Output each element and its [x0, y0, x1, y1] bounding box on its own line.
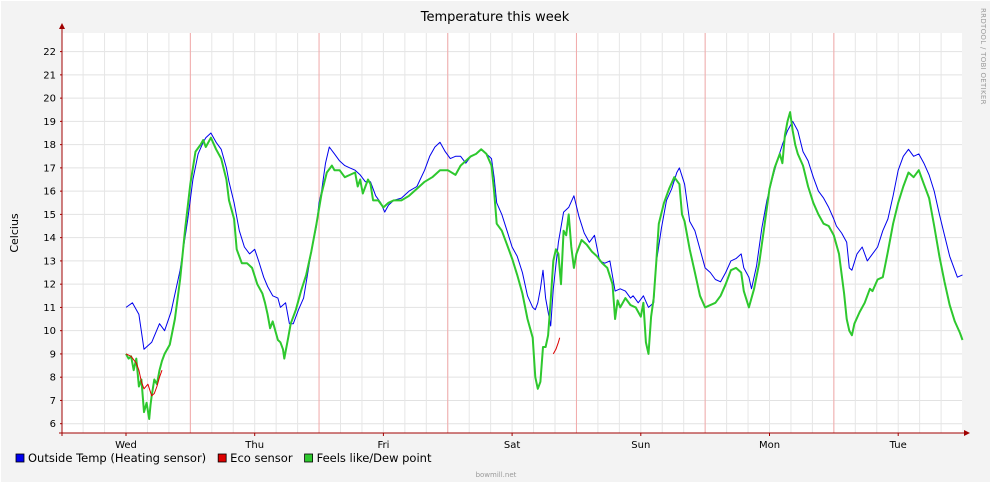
- x-axis-arrow: [964, 430, 970, 436]
- series-line-outside-temp: [125, 120, 963, 350]
- data-series: [125, 111, 964, 420]
- legend-label: Feels like/Dew point: [317, 451, 432, 465]
- x-tick-label: Thu: [244, 440, 264, 451]
- y-tick-label: 9: [50, 349, 56, 360]
- rrdtool-watermark: RRDTOOL / TOBI OETIKER: [979, 8, 987, 105]
- x-tick-label: Sun: [631, 440, 650, 451]
- y-tick-label: 13: [43, 256, 56, 267]
- x-tick-label: Mon: [759, 440, 780, 451]
- legend-swatch: [15, 453, 25, 463]
- y-tick-label: 10: [43, 326, 56, 337]
- y-tick-label: 12: [43, 280, 56, 291]
- y-tick-label: 11: [43, 303, 56, 314]
- y-axis-ticks: 6 7 8 9 10 11 12 13 14 15 16 17 18 19 20 21 22: [43, 47, 62, 430]
- y-tick-label: 15: [43, 210, 56, 221]
- x-tick-label: Sat: [504, 440, 520, 451]
- x-axis-ticks: Wed Thu Fri Sat Sun Mon Tue: [115, 433, 907, 451]
- y-tick-label: 8: [50, 373, 56, 384]
- y-tick-label: 7: [50, 396, 56, 407]
- y-tick-label: 20: [43, 94, 56, 105]
- footer-credit: bowmill.net: [476, 471, 517, 479]
- x-tick-label: Tue: [889, 440, 907, 451]
- grid: [62, 33, 962, 433]
- x-tick-label: Fri: [377, 440, 389, 451]
- y-tick-label: 18: [43, 140, 56, 151]
- legend-label: Outside Temp (Heating sensor): [28, 451, 206, 465]
- y-tick-label: 6: [50, 419, 56, 430]
- legend-label: Eco sensor: [230, 451, 293, 465]
- y-tick-label: 14: [43, 233, 56, 244]
- y-axis-label: Celcius: [8, 213, 21, 253]
- series-line-eco-sensor: [125, 353, 163, 397]
- y-axis-arrow: [59, 23, 65, 29]
- x-tick-label: Wed: [115, 440, 137, 451]
- y-tick-label: 21: [43, 70, 56, 81]
- axes: [59, 23, 970, 436]
- legend-swatch: [217, 453, 227, 463]
- series-line-feels-like: [125, 111, 964, 420]
- chart-title: Temperature this week: [420, 10, 570, 25]
- legend: Outside Temp (Heating sensor) Eco sensor F…: [15, 451, 432, 465]
- y-tick-label: 22: [43, 47, 56, 58]
- y-tick-label: 17: [43, 163, 56, 174]
- legend-swatch: [304, 453, 313, 463]
- y-tick-label: 19: [43, 117, 56, 128]
- series-line-eco-sensor: [552, 337, 561, 355]
- y-tick-label: 16: [43, 187, 56, 198]
